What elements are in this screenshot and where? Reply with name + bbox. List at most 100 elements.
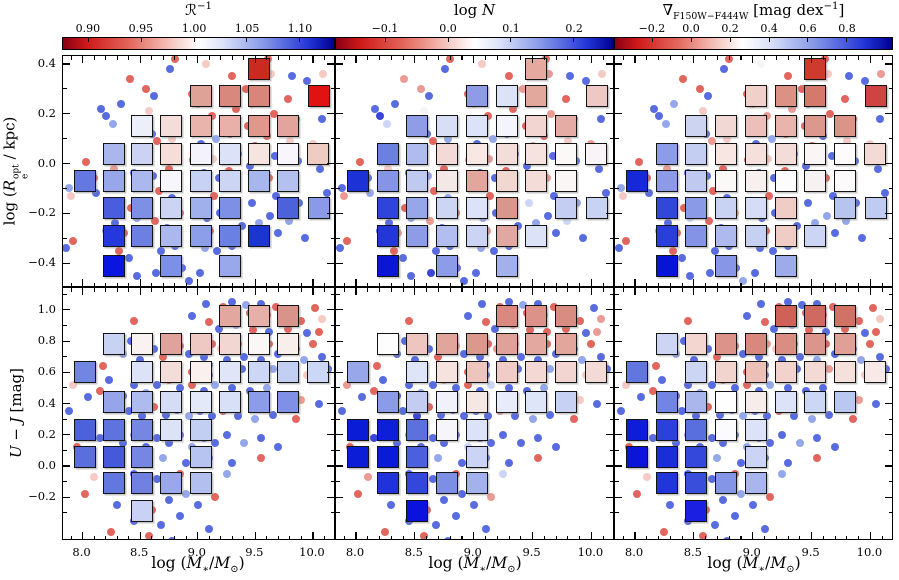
galaxy-point <box>295 199 304 208</box>
galaxy-point <box>707 137 716 146</box>
axis-tick <box>174 56 176 60</box>
galaxy-point <box>621 236 630 245</box>
bin-square <box>685 169 708 192</box>
axis-tick <box>367 535 369 539</box>
axis-tick <box>846 56 848 60</box>
galaxy-point <box>715 410 724 419</box>
axis-tick <box>609 187 613 189</box>
axis-tick <box>622 282 624 286</box>
bin-square <box>435 391 458 413</box>
galaxy-point <box>441 64 450 73</box>
axis-tick <box>888 237 892 239</box>
galaxy-point <box>222 469 231 478</box>
colorbar-tick <box>246 38 248 42</box>
bin-square <box>554 391 577 413</box>
galaxy-point <box>201 299 210 308</box>
axis-tick <box>834 282 836 286</box>
bin-square <box>774 197 797 220</box>
axis-tick <box>63 512 67 514</box>
bin-square <box>435 254 458 277</box>
axis-tick <box>693 56 695 63</box>
axis-tick <box>63 356 67 358</box>
galaxy-point <box>616 407 625 416</box>
axis-tick <box>520 282 522 286</box>
bin-square <box>219 85 242 108</box>
axis-tick <box>63 403 70 405</box>
bin-square <box>745 197 768 220</box>
axis-tick <box>449 535 451 539</box>
galaxy-point <box>251 415 260 424</box>
axis-tick <box>484 282 487 286</box>
axis-tick <box>681 282 683 286</box>
axis-tick <box>869 532 871 539</box>
bin-square <box>685 472 708 495</box>
galaxy-point <box>601 189 610 198</box>
colorbar-logn-title: log N <box>453 1 496 19</box>
axis-tick <box>266 535 268 539</box>
bin-square <box>864 142 887 165</box>
bin-square <box>247 115 270 138</box>
axis-tick <box>881 282 883 286</box>
bin-square <box>864 361 887 384</box>
panel-top-middle-re-vs-mass-logn <box>335 55 614 287</box>
axis-tick <box>197 288 199 295</box>
galaxy-point <box>432 521 441 530</box>
galaxy-point <box>798 301 807 310</box>
bin-square <box>495 85 518 108</box>
bin-square <box>160 169 183 192</box>
galaxy-point <box>499 430 508 439</box>
x-tick-label: 8.0 <box>624 545 644 559</box>
bin-square <box>714 169 737 192</box>
bin-square <box>73 445 96 468</box>
axis-tick <box>63 187 67 189</box>
axis-tick <box>327 262 334 264</box>
galaxy-point <box>369 433 378 442</box>
galaxy-point <box>822 211 831 220</box>
colorbar-tick-label: −0.2 <box>638 22 666 35</box>
axis-tick <box>634 279 636 286</box>
galaxy-point <box>795 352 804 361</box>
axis-tick <box>728 56 730 60</box>
axis-tick <box>402 56 404 60</box>
bin-square <box>495 169 518 192</box>
galaxy-point <box>695 84 704 93</box>
axis-tick <box>336 324 340 327</box>
galaxy-point <box>283 94 292 103</box>
bin-square <box>745 142 768 165</box>
colorbar-logn: log N −0.1 0.0 0.1 0.2 <box>335 0 614 50</box>
galaxy-point <box>596 352 605 361</box>
galaxy-point <box>845 72 854 81</box>
axis-tick <box>716 288 718 292</box>
bin-square <box>131 115 154 138</box>
bin-square <box>190 472 213 495</box>
galaxy-point <box>490 174 499 183</box>
galaxy-point <box>731 383 740 392</box>
bin-square <box>190 197 213 220</box>
galaxy-point <box>242 301 251 310</box>
colorbar-tick-label: 0.0 <box>439 22 457 35</box>
axis-tick <box>579 288 581 292</box>
galaxy-point <box>288 72 297 81</box>
axis-tick <box>881 535 883 539</box>
galaxy-point <box>300 234 309 243</box>
axis-tick <box>312 279 314 286</box>
bin-square <box>714 391 737 413</box>
axis-tick <box>461 288 463 292</box>
galaxy-point <box>699 107 708 116</box>
axis-tick <box>846 288 848 292</box>
galaxy-point <box>545 69 554 78</box>
bin-square <box>190 224 213 247</box>
axis-tick <box>669 535 671 539</box>
galaxy-point <box>827 152 836 161</box>
x-tick-label: 8.5 <box>683 545 703 559</box>
galaxy-point <box>354 490 363 499</box>
galaxy-point <box>452 383 461 392</box>
bin-square <box>655 445 678 468</box>
galaxy-point <box>247 199 256 208</box>
galaxy-point <box>109 164 118 173</box>
galaxy-point <box>401 204 410 213</box>
galaxy-point <box>308 340 317 349</box>
axis-tick <box>63 434 70 436</box>
galaxy-point <box>699 532 708 539</box>
galaxy-point <box>366 189 375 198</box>
